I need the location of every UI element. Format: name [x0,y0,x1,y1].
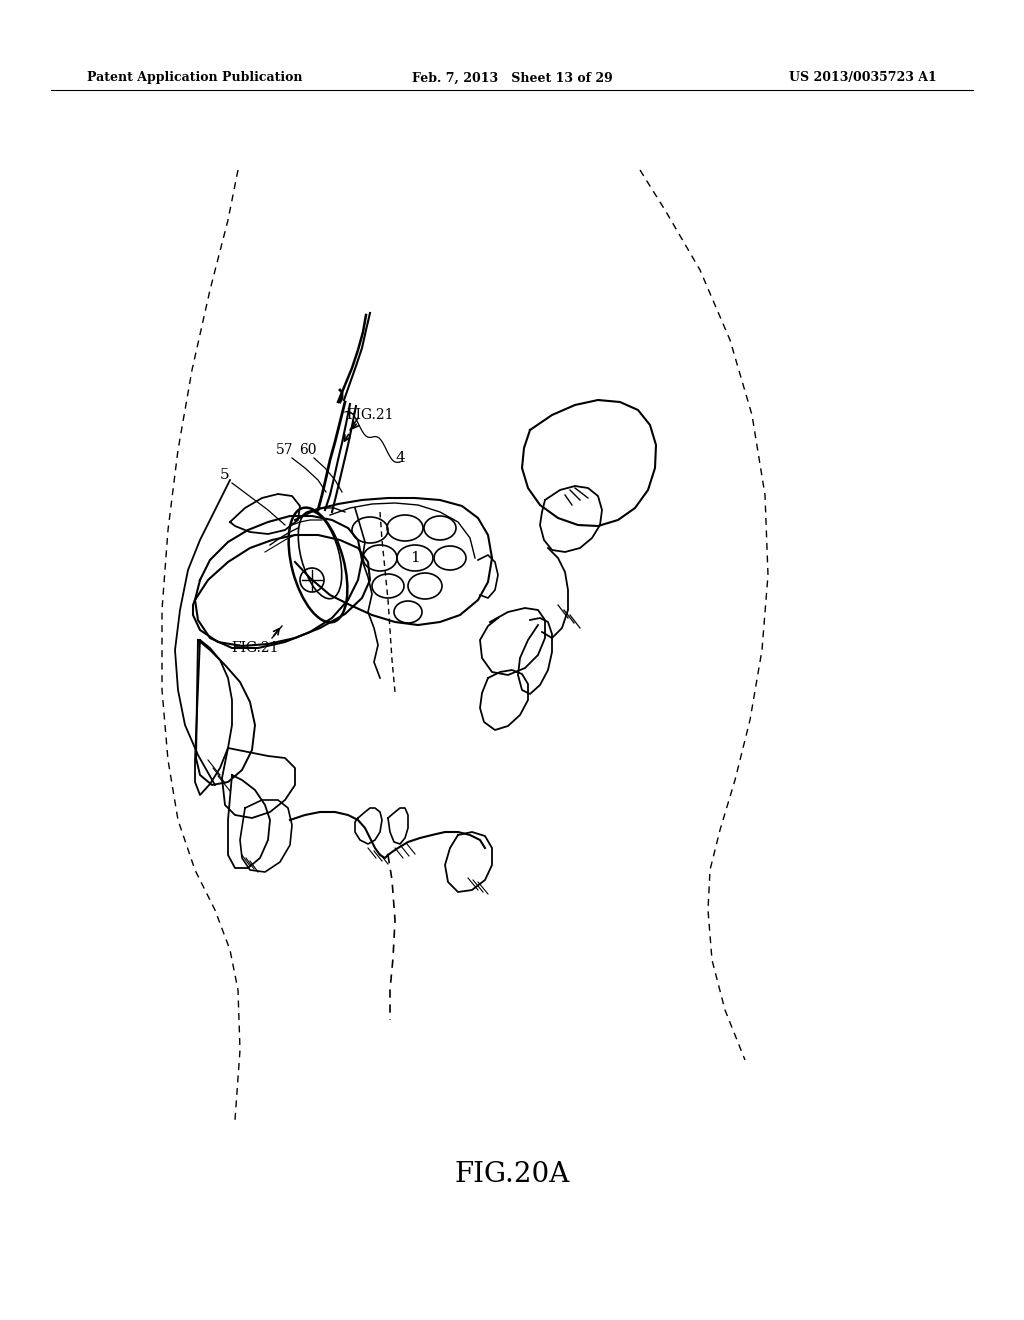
Text: Patent Application Publication: Patent Application Publication [87,71,302,84]
Text: FIG.21: FIG.21 [231,642,279,655]
Text: FIG.21: FIG.21 [346,408,394,422]
Text: 5: 5 [220,469,229,482]
Text: FIG.20A: FIG.20A [455,1162,569,1188]
Text: 1: 1 [411,550,420,565]
Text: US 2013/0035723 A1: US 2013/0035723 A1 [790,71,937,84]
Text: 60: 60 [299,444,316,457]
Text: 57: 57 [276,444,294,457]
Text: 4: 4 [395,451,404,465]
Text: Feb. 7, 2013   Sheet 13 of 29: Feb. 7, 2013 Sheet 13 of 29 [412,71,612,84]
